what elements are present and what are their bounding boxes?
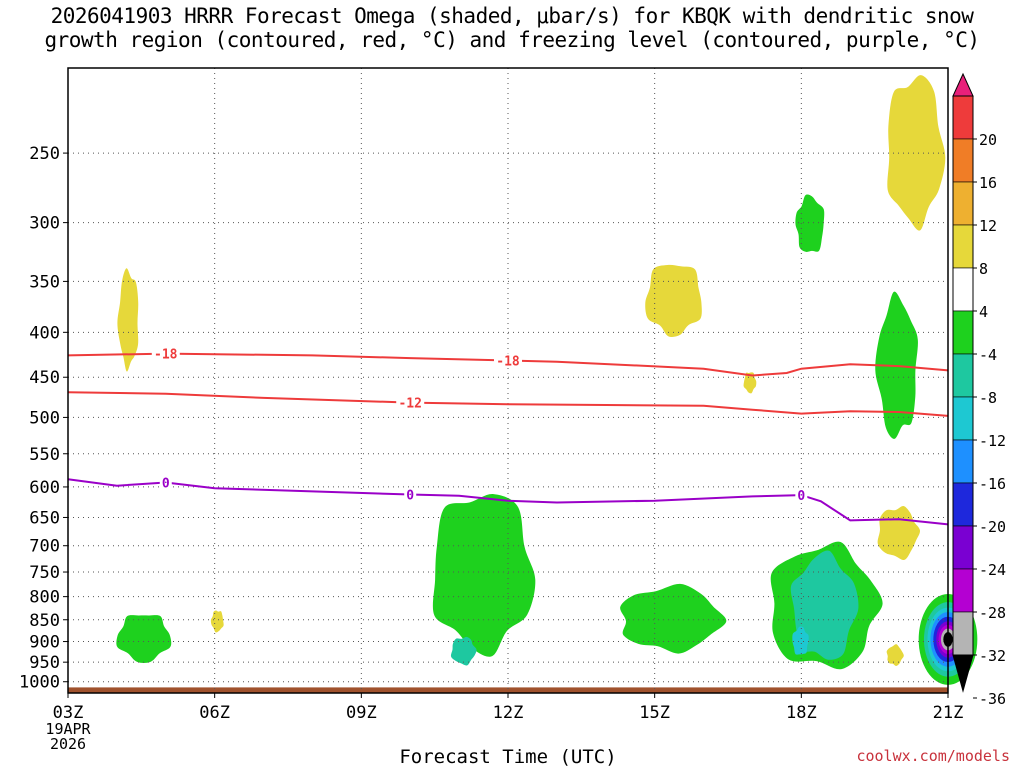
colorbar-label-1: 16 — [979, 174, 997, 192]
omega-region-ascent-3 — [620, 583, 727, 654]
y-tick-label-400: 400 — [29, 323, 60, 343]
contour-label-bg-0-0 — [151, 346, 180, 361]
y-tick-label-1000: 1000 — [19, 673, 60, 693]
contour-label-bg-2-1 — [404, 487, 417, 502]
contour-label-2-0: 0 — [162, 476, 170, 491]
colorbar-swatch-2 — [952, 181, 974, 226]
colorbar-label-10: -24 — [979, 561, 1006, 579]
omega-region-ascent-2 — [450, 636, 477, 666]
y-tick-label-600: 600 — [29, 478, 60, 498]
omega-region-ascent-0 — [116, 615, 172, 664]
colorbar-label-11: -28 — [979, 604, 1006, 622]
x-tick-label-1: 06Z — [199, 703, 230, 723]
colorbar-frame — [952, 95, 974, 656]
contour-label-0-0: -18 — [154, 348, 178, 363]
y-tick-label-700: 700 — [29, 537, 60, 557]
surface-terrain — [68, 687, 948, 693]
y-tick-label-900: 900 — [29, 633, 60, 653]
contour-label-0-1: -18 — [496, 354, 520, 369]
colorbar-label-2: 12 — [979, 217, 997, 235]
contour-line-1 — [67, 391, 949, 417]
colorbar-swatch-1 — [952, 138, 974, 183]
y-tick-label-650: 650 — [29, 508, 60, 528]
y-tick-label-450: 450 — [29, 368, 60, 388]
colorbar-swatch-0 — [952, 95, 974, 140]
omega-region-subsidence-10 — [117, 268, 139, 372]
contour-line-2 — [67, 478, 949, 526]
contour-label-1-0: -12 — [398, 397, 421, 412]
x-tick-label-2: 09Z — [346, 703, 377, 723]
y-tick-label-850: 850 — [29, 611, 60, 631]
contour-label-bg-0-1 — [494, 353, 522, 368]
colorbar-label-0: 20 — [979, 131, 997, 149]
y-tick-label-800: 800 — [29, 588, 60, 608]
y-tick-label-300: 300 — [29, 214, 60, 234]
omega-region-ascent-6 — [792, 626, 809, 655]
y-tick-label-500: 500 — [29, 408, 60, 428]
colorbar-label-13: -36 — [979, 690, 1006, 708]
colorbar-label-9: -20 — [979, 518, 1006, 536]
colorbar-swatch-10 — [952, 525, 974, 570]
colorbar-label-5: -4 — [979, 346, 997, 364]
colorbar-swatch-6 — [952, 353, 974, 398]
colorbar-swatch-4 — [952, 267, 974, 312]
chart-title-line-1: 2026041903 HRRR Forecast Omega (shaded, … — [50, 4, 974, 28]
colorbar-top-arrow — [952, 72, 974, 97]
omega-region-ascent-7 — [795, 194, 825, 252]
omega-region-ascent-1 — [432, 494, 536, 657]
omega-region-subsidence-14 — [887, 75, 946, 231]
colorbar-swatch-7 — [952, 396, 974, 441]
colorbar-label-6: -8 — [979, 389, 997, 407]
y-tick-label-750: 750 — [29, 563, 60, 583]
colorbar-label-7: -12 — [979, 432, 1006, 450]
colorbar-swatch-3 — [952, 224, 974, 269]
x-tick-label-6: 21Z — [933, 703, 964, 723]
colorbar-swatch-9 — [952, 482, 974, 527]
omega-region-subsidence-12 — [645, 264, 702, 337]
chart-title-line-2: growth region (contoured, red, °C) and f… — [44, 28, 980, 52]
x-tick-label-3: 12Z — [493, 703, 524, 723]
colorbar-swatch-8 — [952, 439, 974, 484]
x-start-date-1: 2026 — [50, 735, 86, 753]
x-tick-label-5: 18Z — [786, 703, 817, 723]
contour-label-bg-2-0 — [159, 475, 172, 490]
omega-region-subsidence-11 — [210, 610, 224, 633]
colorbar-swatch-12 — [952, 611, 974, 656]
contour-label-bg-1-0 — [396, 395, 425, 410]
omega-region-ascent-5 — [790, 550, 859, 660]
colorbar-label-12: -32 — [979, 647, 1006, 665]
colorbar-label-8: -16 — [979, 475, 1006, 493]
contour-label-bg-2-2 — [795, 488, 808, 503]
x-axis-label: Forecast Time (UTC) — [399, 746, 616, 768]
colorbar-label-4: 4 — [979, 303, 988, 321]
y-tick-label-250: 250 — [29, 144, 60, 164]
omega-region-subsidence-16 — [886, 644, 904, 666]
x-tick-label-4: 15Z — [639, 703, 670, 723]
contour-label-2-2: 0 — [797, 489, 805, 504]
colorbar-swatch-11 — [952, 568, 974, 613]
colorbar-label-3: 8 — [979, 260, 988, 278]
x-tick-label-0: 03Z — [53, 703, 84, 723]
y-tick-label-950: 950 — [29, 653, 60, 673]
colorbar-swatch-5 — [952, 310, 974, 355]
x-start-date-0: 19APR — [45, 720, 91, 738]
y-tick-label-350: 350 — [29, 272, 60, 292]
contour-line-0 — [67, 352, 949, 377]
credit-text: coolwx.com/models — [856, 747, 1010, 765]
y-tick-label-550: 550 — [29, 445, 60, 465]
contour-label-2-1: 0 — [406, 488, 414, 503]
